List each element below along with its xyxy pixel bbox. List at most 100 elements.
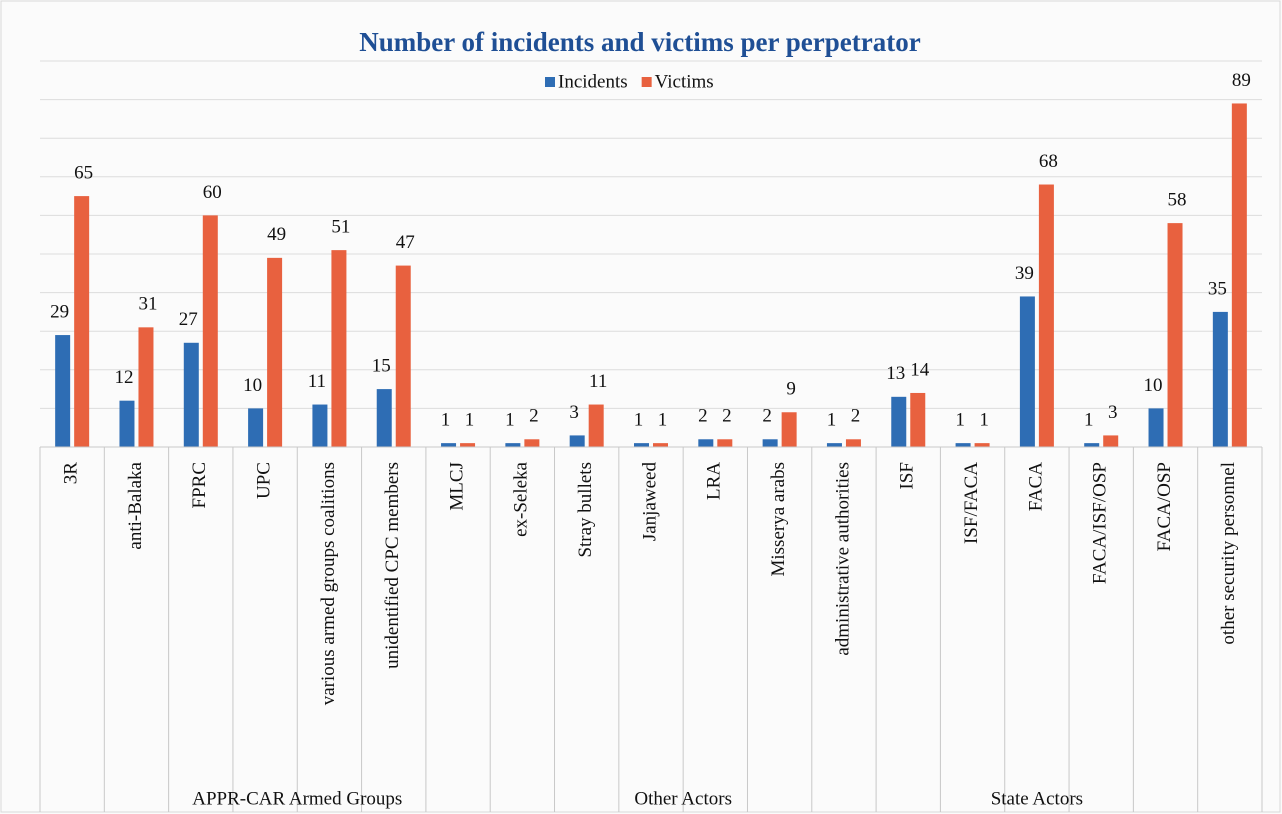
x-tick-label: other security personnel (1218, 462, 1239, 645)
data-label: 13 (886, 363, 905, 384)
data-label: 2 (762, 406, 772, 427)
bar (781, 412, 797, 447)
group-label: State Actors (991, 788, 1083, 809)
data-label: 11 (589, 371, 607, 392)
data-label: 2 (722, 406, 732, 427)
legend-label: Victims (655, 71, 714, 92)
x-tick-label: FACA/ISF/OSP (1090, 462, 1111, 584)
bar (202, 215, 218, 447)
bar (826, 443, 842, 447)
bar (588, 404, 604, 447)
data-label: 29 (50, 301, 69, 322)
data-label: 10 (1144, 375, 1163, 396)
x-tick-label: LRA (704, 462, 725, 500)
group-label: APPR-CAR Armed Groups (192, 788, 402, 809)
bar (1167, 223, 1183, 447)
data-label: 31 (138, 294, 157, 315)
data-label: 65 (74, 162, 93, 183)
chart-title: Number of incidents and victims per perp… (359, 27, 920, 57)
data-label: 1 (634, 409, 644, 430)
bar (524, 439, 540, 447)
legend-swatch (641, 77, 652, 87)
data-label: 2 (851, 406, 861, 427)
bar (395, 265, 411, 447)
bar (762, 439, 778, 447)
data-label: 10 (243, 375, 262, 396)
bar (974, 443, 990, 447)
data-label: 3 (569, 402, 579, 423)
data-label: 1 (658, 409, 668, 430)
x-tick-label: MLCJ (446, 462, 467, 511)
bar (119, 400, 135, 447)
bar (717, 439, 733, 447)
x-tick-label: ISF/FACA (961, 462, 982, 544)
bar (460, 443, 476, 447)
x-tick-label: ISF (897, 462, 918, 489)
x-tick-label: FACA/OSP (1154, 462, 1175, 551)
data-label: 89 (1232, 70, 1251, 91)
x-tick-label: various armed groups coalitions (318, 462, 339, 705)
data-label: 2 (529, 406, 539, 427)
data-label: 47 (396, 232, 415, 253)
x-tick-label: FPRC (189, 462, 210, 508)
bar (1038, 184, 1054, 447)
data-label: 58 (1168, 189, 1187, 210)
bar (267, 257, 283, 447)
bar (248, 408, 264, 447)
legend-swatch (545, 77, 555, 87)
x-tick-label: UPC (253, 462, 274, 499)
bar (1231, 103, 1247, 448)
bar (891, 396, 907, 447)
data-label: 1 (465, 409, 475, 430)
bar (505, 443, 521, 447)
data-label: 1 (1084, 409, 1094, 430)
data-label: 60 (203, 182, 222, 203)
x-tick-label: Stray bullets (575, 462, 596, 558)
x-tick-label: anti-Balaka (125, 461, 146, 549)
data-label: 1 (979, 409, 989, 430)
data-label: 2 (698, 406, 708, 427)
data-label: 12 (114, 367, 133, 388)
legend-label: Incidents (558, 71, 628, 92)
data-label: 11 (308, 371, 326, 392)
bar (569, 435, 585, 447)
data-label: 51 (331, 216, 350, 237)
x-tick-label: unidentified CPC members (382, 462, 403, 669)
group-label: Other Actors (634, 788, 732, 809)
data-label: 39 (1015, 263, 1034, 284)
data-label: 1 (505, 409, 515, 430)
data-label: 1 (827, 409, 837, 430)
bar (1148, 408, 1164, 447)
data-label: 27 (179, 309, 198, 330)
bar (312, 404, 328, 447)
x-tick-label: ex-Seleka (511, 461, 532, 536)
x-tick-label: Misserya arabs (768, 462, 789, 577)
bar (138, 327, 154, 447)
data-label: 1 (441, 409, 451, 430)
data-label: 15 (372, 355, 391, 376)
bar (955, 443, 971, 447)
bar (376, 389, 392, 447)
bar (634, 443, 649, 447)
bar (441, 443, 457, 447)
bar (698, 439, 714, 447)
data-label: 35 (1208, 278, 1227, 299)
data-label: 14 (910, 359, 930, 380)
data-label: 9 (786, 379, 796, 400)
x-tick-label: FACA (1025, 462, 1046, 512)
x-tick-label: administrative authorities (832, 462, 853, 656)
bar (910, 392, 926, 447)
bar (1103, 435, 1119, 447)
bar (74, 196, 90, 447)
x-tick-label: 3R (61, 462, 82, 485)
bar (1019, 296, 1035, 447)
bar (653, 443, 668, 447)
bar (1084, 443, 1100, 447)
data-label: 1 (955, 409, 965, 430)
bar (55, 335, 71, 447)
bar (183, 342, 199, 447)
data-label: 3 (1108, 402, 1118, 423)
x-tick-label: Janjaweed (639, 462, 660, 542)
